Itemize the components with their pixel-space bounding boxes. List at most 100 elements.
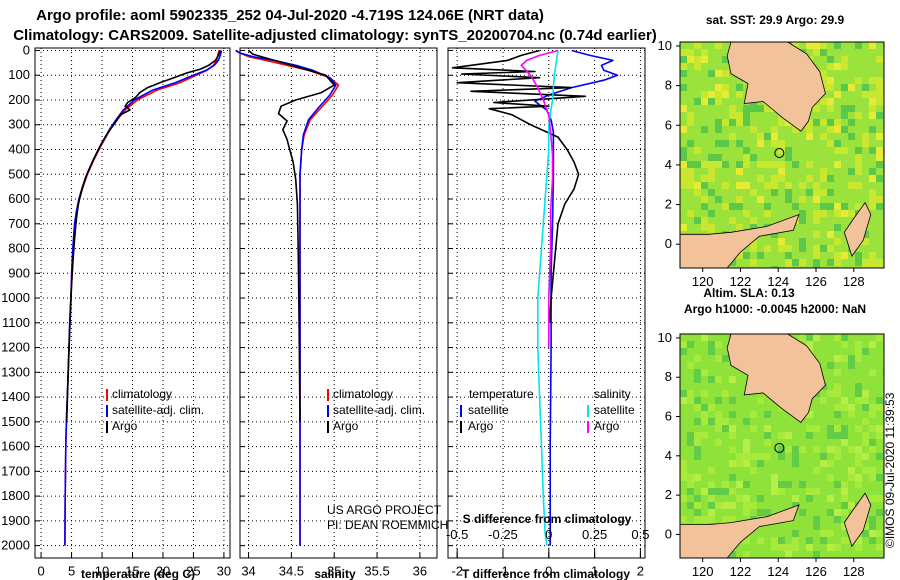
map-cell xyxy=(701,203,708,210)
map-cell xyxy=(792,537,799,544)
map-cell xyxy=(694,376,701,383)
temperature-grid xyxy=(35,48,230,558)
map-cell xyxy=(834,544,841,551)
depth-tick-label: 1500 xyxy=(1,414,30,429)
map-cell xyxy=(771,140,778,147)
map-cell xyxy=(806,488,813,495)
map-cell xyxy=(792,203,799,210)
map-cell xyxy=(813,196,820,203)
map-cell xyxy=(715,42,722,49)
map-cell xyxy=(869,196,876,203)
map-cell xyxy=(806,175,813,182)
map-cell xyxy=(715,154,722,161)
map-y-tick-label: 10 xyxy=(658,330,672,345)
map-cell xyxy=(764,133,771,140)
map-cell xyxy=(701,224,708,231)
map-cell xyxy=(841,210,848,217)
map-y-tick-label: 0 xyxy=(665,526,672,541)
map-cell xyxy=(694,495,701,502)
map-cell xyxy=(743,112,750,119)
depth-tick-label: 800 xyxy=(8,241,30,256)
map-cell xyxy=(750,245,757,252)
map-cell xyxy=(715,161,722,168)
map-cell xyxy=(792,126,799,133)
map-cell xyxy=(869,77,876,84)
map-cell xyxy=(729,488,736,495)
map-cell xyxy=(729,203,736,210)
map-cell xyxy=(834,210,841,217)
map-x-tick-label: 124 xyxy=(767,274,789,289)
map-cell xyxy=(841,252,848,259)
map-cell xyxy=(736,252,743,259)
map-cell xyxy=(757,537,764,544)
map-cell xyxy=(687,112,694,119)
salinity-grid xyxy=(240,48,437,558)
map-cell xyxy=(680,154,687,161)
map-cell xyxy=(820,189,827,196)
map-cell xyxy=(708,154,715,161)
map-cell xyxy=(827,56,834,63)
map-cell xyxy=(736,112,743,119)
map-cell xyxy=(785,481,792,488)
map-cell xyxy=(820,42,827,49)
map-cell xyxy=(708,210,715,217)
map-cell xyxy=(715,502,722,509)
map-cell xyxy=(736,84,743,91)
map-cell xyxy=(792,502,799,509)
map-cell xyxy=(694,509,701,516)
map-cell xyxy=(841,334,848,341)
map-cell xyxy=(694,453,701,460)
map-cell xyxy=(694,63,701,70)
map-cell xyxy=(855,460,862,467)
map-cell xyxy=(841,112,848,119)
depth-axis-labels: 0 100 200 300 400 500 600 700 800 900 1000 1100 1200… xyxy=(1,42,30,552)
map-cell xyxy=(694,446,701,453)
map-cell xyxy=(708,467,715,474)
map-cell xyxy=(792,544,799,551)
map-cell xyxy=(869,530,876,537)
temperature-panel: 0 5 10 15 20 25 30 temperature (deg C) climato… xyxy=(34,47,231,580)
map-cell xyxy=(771,189,778,196)
map-cell xyxy=(757,453,764,460)
x-tick-label: -1 xyxy=(497,563,509,578)
map-cell xyxy=(834,411,841,418)
sst-map-body: 120 122 124 126 128 0 2 4 6 8 10 xyxy=(658,38,885,289)
map-cell xyxy=(834,432,841,439)
map-cell xyxy=(757,495,764,502)
x-tick-label: 1 xyxy=(591,563,598,578)
map-cell xyxy=(736,453,743,460)
map-cell xyxy=(680,397,687,404)
land-north-island xyxy=(726,42,826,132)
map-cell xyxy=(876,266,883,268)
map-cell xyxy=(827,63,834,70)
map-cell xyxy=(743,147,750,154)
land-north-island xyxy=(726,334,826,423)
map-cell xyxy=(862,259,869,266)
copyright-stamp: ©IMOS 09-Jul-2020 11:39:53 xyxy=(883,392,897,548)
difference-series xyxy=(451,49,619,546)
map-cell xyxy=(806,544,813,551)
map-cell xyxy=(743,453,750,460)
map-cell xyxy=(806,495,813,502)
map-cell xyxy=(848,182,855,189)
map-cell xyxy=(771,231,778,238)
map-cell xyxy=(876,259,883,266)
map-cell xyxy=(841,502,848,509)
x-tick-label: 35.5 xyxy=(364,563,389,578)
map-cell xyxy=(876,425,883,432)
map-cell xyxy=(820,530,827,537)
map-cell xyxy=(855,544,862,551)
map-cell xyxy=(722,84,729,91)
map-cell xyxy=(708,341,715,348)
map-cell xyxy=(701,161,708,168)
map-cell xyxy=(736,481,743,488)
map-cell xyxy=(848,362,855,369)
series-argo xyxy=(65,50,222,422)
map-cell xyxy=(694,432,701,439)
map-cell xyxy=(813,42,820,49)
map-cell xyxy=(680,70,687,77)
map-cell xyxy=(813,551,820,558)
map-cell xyxy=(841,105,848,112)
map-cell xyxy=(729,516,736,523)
map-cell xyxy=(694,42,701,49)
